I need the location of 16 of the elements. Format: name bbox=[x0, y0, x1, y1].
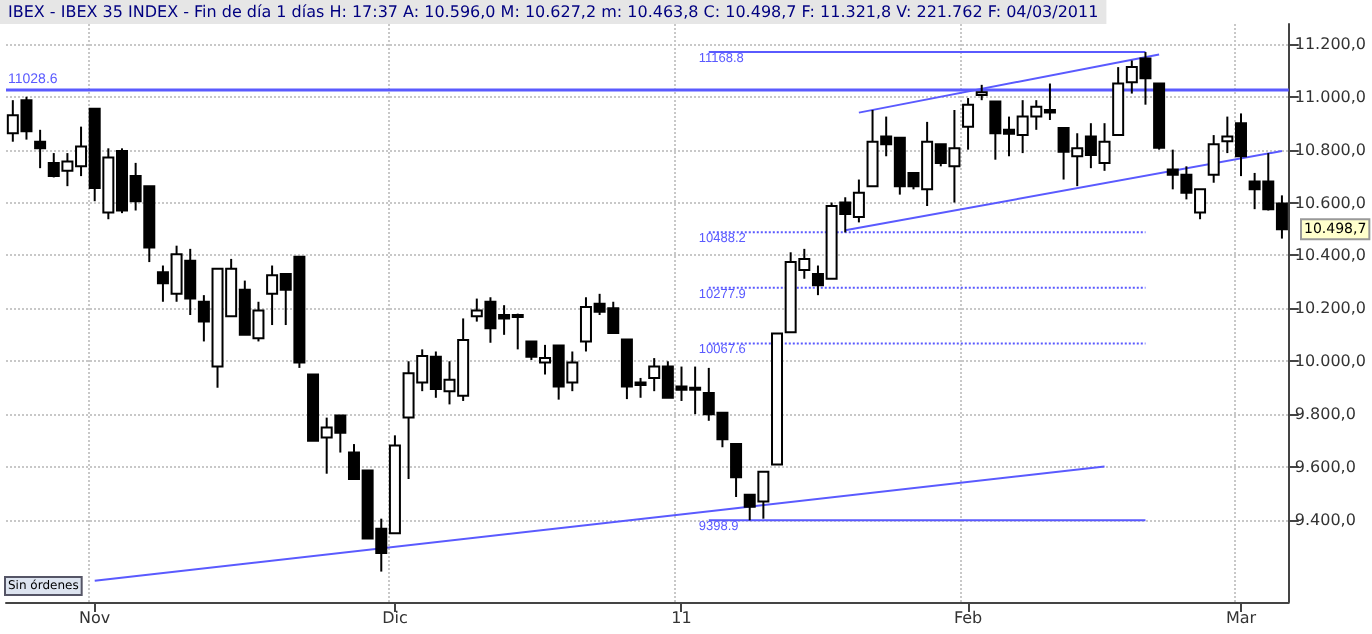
y-tick-label: 9.400,0 bbox=[1294, 511, 1356, 529]
y-tick-label: 10.600,0 bbox=[1294, 193, 1366, 212]
y-tick-label: 10.800,0 bbox=[1294, 140, 1366, 159]
y-tick-label: 11.200,0 bbox=[1294, 34, 1366, 53]
x-tick-label: Nov bbox=[79, 609, 111, 627]
x-tick-label: Mar bbox=[1225, 609, 1258, 627]
chart-title: IBEX - IBEX 35 INDEX - Fin de día 1 días H: 17:37 A: 10.596,0 M: 10.627,2 m: 10.463,8 C: 10.498,7 F: 11.321,8 V: 221.762 F: 04/03/2011 bbox=[8, 3, 1099, 21]
y-tick-label: 10.400,0 bbox=[1294, 246, 1366, 265]
y-tick-label: 9.600,0 bbox=[1294, 458, 1356, 477]
y-tick-label: 10.000,0 bbox=[1294, 352, 1366, 371]
x-tick-label: 11 bbox=[671, 609, 692, 627]
y-tick-label: 11.000,0 bbox=[1294, 87, 1366, 106]
y-tick-label: 10.200,0 bbox=[1294, 299, 1366, 318]
x-tick-label: Feb bbox=[953, 609, 983, 627]
x-tick-label: Dic bbox=[382, 609, 408, 627]
y-tick-label: 9.800,0 bbox=[1294, 405, 1356, 424]
